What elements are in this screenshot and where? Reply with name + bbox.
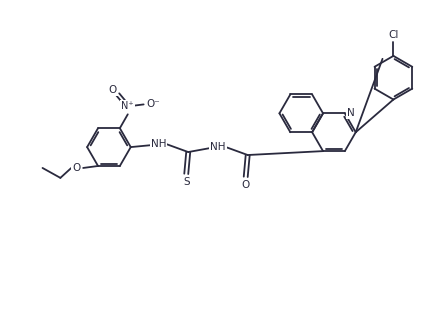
Text: NH: NH bbox=[210, 142, 226, 152]
Text: N: N bbox=[347, 108, 355, 118]
Text: NH: NH bbox=[151, 139, 166, 149]
Text: N⁺: N⁺ bbox=[121, 101, 134, 112]
Text: S: S bbox=[183, 177, 190, 187]
Text: O: O bbox=[72, 163, 80, 173]
Text: O⁻: O⁻ bbox=[147, 100, 160, 109]
Text: Cl: Cl bbox=[388, 30, 399, 40]
Text: O: O bbox=[109, 84, 117, 94]
Text: O: O bbox=[242, 180, 250, 190]
